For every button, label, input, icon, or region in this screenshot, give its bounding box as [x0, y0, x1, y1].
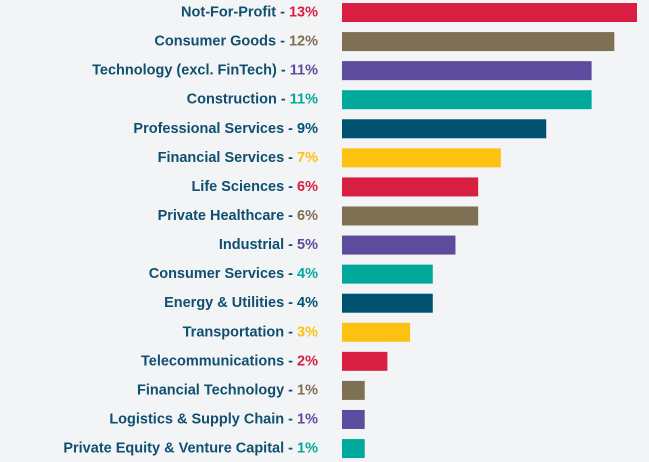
category-label: Technology (excl. FinTech) — [92, 62, 277, 78]
bar-label: Consumer Goods - 12% — [154, 33, 318, 49]
category-label: Private Healthcare — [158, 208, 285, 224]
category-label: Logistics & Supply Chain — [109, 411, 284, 427]
category-label: Energy & Utilities — [164, 295, 284, 311]
separator: - — [284, 208, 297, 224]
separator: - — [284, 179, 297, 195]
category-label: Not-For-Profit — [181, 4, 276, 20]
category-label: Telecommunications — [141, 353, 284, 369]
value-label: 6% — [297, 208, 318, 224]
value-label: 5% — [297, 237, 318, 253]
value-label: 9% — [297, 121, 318, 137]
bar — [342, 32, 615, 52]
value-label: 1% — [297, 411, 318, 427]
bar-label: Private Healthcare - 6% — [158, 208, 319, 224]
bar — [342, 409, 365, 429]
bar-label: Financial Services - 7% — [158, 150, 319, 166]
value-label: 13% — [289, 4, 318, 20]
value-label: 6% — [297, 179, 318, 195]
value-label: 7% — [297, 150, 318, 166]
separator: - — [284, 353, 297, 369]
bar-label: Industrial - 5% — [219, 237, 318, 253]
bar — [342, 177, 479, 197]
value-label: 11% — [290, 62, 318, 78]
separator: - — [284, 150, 297, 166]
separator: - — [284, 266, 297, 282]
separator: - — [284, 382, 297, 398]
bar — [342, 264, 433, 284]
value-label: 4% — [297, 295, 318, 311]
bar — [342, 148, 501, 168]
bar — [342, 206, 479, 226]
separator: - — [276, 4, 289, 20]
category-label: Transportation — [183, 324, 285, 340]
bar — [342, 90, 592, 110]
category-label: Financial Technology — [137, 382, 284, 398]
bar — [342, 61, 592, 81]
category-label: Professional Services — [133, 121, 284, 137]
bar-label: Life Sciences - 6% — [191, 179, 318, 195]
bar-label: Not-For-Profit - 13% — [181, 4, 318, 20]
separator: - — [284, 121, 297, 137]
bar — [342, 380, 365, 400]
bar — [342, 119, 547, 139]
value-label: 1% — [297, 382, 318, 398]
bar-label: Consumer Services - 4% — [149, 266, 318, 282]
separator: - — [284, 440, 297, 456]
bar — [342, 351, 388, 371]
bar-label: Construction - 11% — [187, 92, 318, 108]
bar-label: Transportation - 3% — [183, 324, 318, 340]
bar-label: Financial Technology - 1% — [137, 382, 318, 398]
category-label: Consumer Goods — [154, 33, 276, 49]
category-label: Financial Services — [158, 150, 285, 166]
bar — [342, 235, 456, 255]
bar — [342, 322, 411, 342]
bar-label: Technology (excl. FinTech) - 11% — [92, 62, 318, 78]
separator: - — [284, 237, 297, 253]
bar — [342, 3, 637, 22]
separator: - — [276, 33, 289, 49]
category-label: Life Sciences — [191, 179, 284, 195]
category-label: Construction — [187, 92, 277, 108]
value-label: 2% — [297, 353, 318, 369]
separator: - — [277, 92, 290, 108]
bar-label: Telecommunications - 2% — [141, 353, 318, 369]
category-label: Private Equity & Venture Capital — [63, 440, 284, 456]
value-label: 3% — [297, 324, 318, 340]
category-label: Consumer Services — [149, 266, 284, 282]
bar-label: Professional Services - 9% — [133, 121, 318, 137]
separator: - — [284, 295, 297, 311]
bar — [342, 293, 433, 313]
separator: - — [284, 411, 297, 427]
value-label: 12% — [289, 33, 318, 49]
bar-label: Private Equity & Venture Capital - 1% — [63, 440, 318, 456]
separator: - — [277, 62, 290, 78]
bar-label: Logistics & Supply Chain - 1% — [109, 411, 318, 427]
value-label: 1% — [297, 440, 318, 456]
separator: - — [284, 324, 297, 340]
category-label: Industrial — [219, 237, 284, 253]
bar-label: Energy & Utilities - 4% — [164, 295, 318, 311]
value-label: 11% — [290, 92, 318, 108]
bar — [342, 439, 365, 459]
value-label: 4% — [297, 266, 318, 282]
